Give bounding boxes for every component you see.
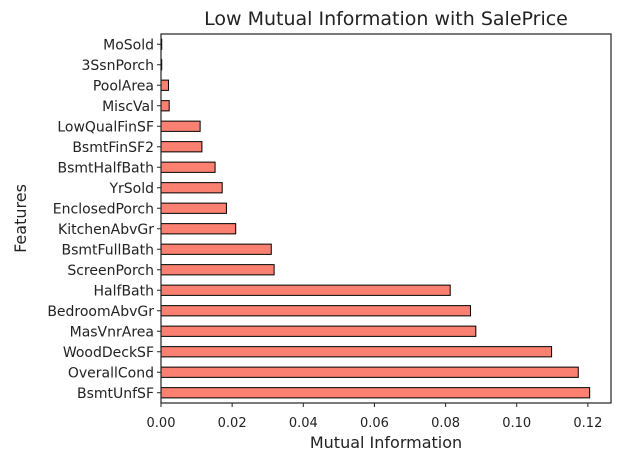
y-tick-label: OverallCond (68, 365, 154, 381)
chart-title: Low Mutual Information with SalePrice (204, 8, 568, 30)
bar-bsmthalfbath (160, 161, 216, 173)
x-tick-label: 0.10 (502, 416, 531, 431)
bar-yrsold (160, 182, 223, 194)
y-tick-label: BsmtFinSF2 (72, 140, 154, 156)
y-tick-label: 3SsnPorch (82, 58, 155, 74)
x-tick-label: 0.02 (218, 416, 247, 431)
y-tick-label: BedroomAbvGr (47, 304, 154, 320)
bar-bsmtfullbath (160, 243, 272, 255)
y-tick-label: BsmtFullBath (61, 242, 154, 258)
x-tick-label: 0.00 (147, 416, 176, 431)
y-tick-label: PoolArea (93, 78, 154, 94)
x-tick-label: 0.12 (573, 416, 602, 431)
x-tick-label: 0.04 (289, 416, 318, 431)
y-tick-label: MiscVal (102, 99, 154, 115)
bar-halfbath (160, 284, 451, 296)
y-axis-label: Features (11, 184, 30, 253)
bar-lowqualfinsf (160, 120, 201, 132)
y-tick-label: WoodDeckSF (63, 345, 154, 361)
y-tick-label: KitchenAbvGr (58, 222, 154, 238)
y-tick-label: LowQualFinSF (57, 119, 154, 135)
bar-bsmtunfsf (160, 387, 591, 399)
plot-frame (160, 33, 612, 404)
bar-wooddecksf (160, 346, 553, 358)
bar-bedroomabvgr (160, 305, 471, 317)
x-tick-label: 0.08 (431, 416, 460, 431)
x-tick-label: 0.06 (360, 416, 389, 431)
y-tick-label: ScreenPorch (67, 263, 154, 279)
y-tick-label: BsmtUnfSF (77, 386, 154, 402)
bar-overallcond (160, 366, 579, 378)
y-tick-label: YrSold (108, 181, 154, 197)
bar-poolarea (160, 79, 169, 91)
x-axis-label: Mutual Information (310, 433, 462, 452)
bar-masvnrarea (160, 325, 477, 337)
y-tick-label: MoSold (103, 37, 154, 53)
plot-area: BsmtUnfSF OverallCond WoodDeckSF MasVnrArea… (47, 33, 612, 431)
bar-screenporch (160, 264, 275, 276)
y-tick-label: MasVnrArea (70, 324, 154, 340)
bar-bsmtfinsf2 (160, 141, 203, 153)
bar-miscval (160, 100, 170, 112)
y-tick-label: EnclosedPorch (53, 201, 154, 217)
y-tick-label: BsmtHalfBath (58, 160, 155, 176)
y-tick-label: HalfBath (94, 283, 154, 299)
bar-enclosedporch (160, 202, 227, 214)
bar-kitchenabvgr (160, 223, 237, 235)
